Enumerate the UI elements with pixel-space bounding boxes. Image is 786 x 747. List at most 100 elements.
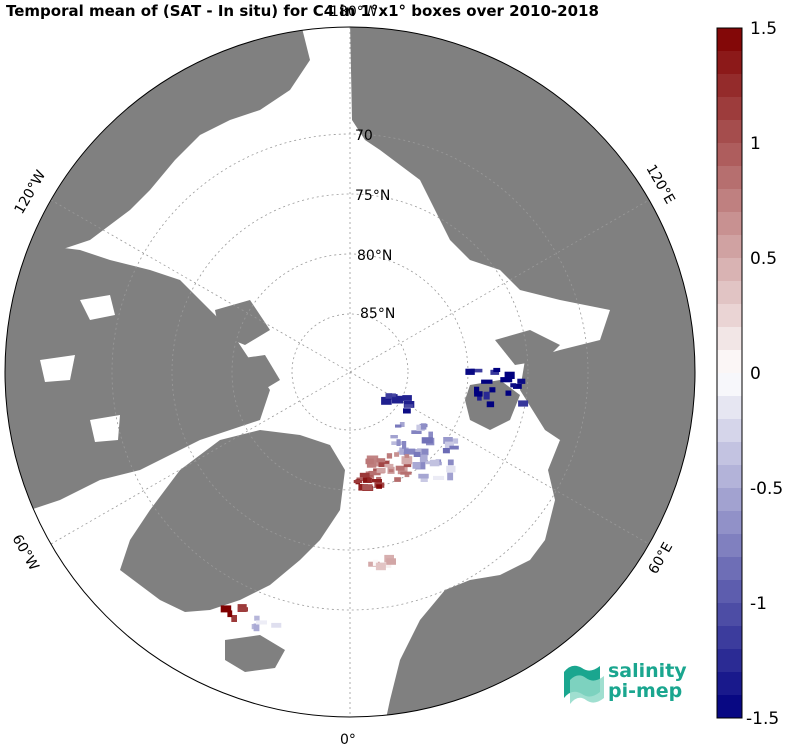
lat-label-80: 80°N bbox=[357, 248, 392, 264]
data-box bbox=[404, 448, 416, 455]
data-box bbox=[375, 562, 386, 571]
data-box bbox=[447, 472, 454, 481]
lake-3 bbox=[90, 415, 120, 442]
data-box bbox=[386, 453, 393, 459]
data-box bbox=[449, 445, 459, 450]
data-box bbox=[474, 391, 483, 397]
data-box bbox=[429, 459, 440, 467]
colorbar-segment bbox=[717, 281, 742, 305]
data-box bbox=[385, 393, 393, 399]
data-box bbox=[362, 484, 373, 491]
data-box bbox=[446, 465, 456, 473]
data-box bbox=[368, 470, 381, 476]
data-box bbox=[470, 368, 483, 373]
data-box bbox=[417, 448, 429, 456]
data-box bbox=[493, 367, 501, 372]
colorbar-tick: 1.5 bbox=[750, 19, 777, 39]
data-box bbox=[376, 458, 386, 463]
colorbar-segment bbox=[717, 143, 742, 167]
data-box bbox=[490, 369, 500, 375]
colorbar-segment bbox=[717, 51, 742, 75]
data-box bbox=[271, 622, 282, 628]
colorbar-segment bbox=[717, 258, 742, 282]
data-box bbox=[391, 395, 404, 404]
data-box bbox=[253, 623, 260, 632]
lon-label-180: 180°W bbox=[330, 4, 378, 20]
colorbar-segment bbox=[717, 672, 742, 696]
data-box bbox=[394, 477, 401, 482]
land-greenland bbox=[120, 430, 345, 612]
data-box bbox=[465, 368, 475, 375]
colorbar-segment bbox=[717, 396, 742, 420]
data-box bbox=[500, 377, 513, 383]
data-box bbox=[517, 378, 526, 384]
data-box bbox=[477, 395, 482, 401]
data-box bbox=[513, 383, 522, 389]
data-box bbox=[518, 400, 529, 407]
data-box bbox=[394, 452, 400, 457]
data-box bbox=[395, 424, 402, 428]
data-box bbox=[388, 469, 394, 473]
data-box bbox=[399, 422, 405, 427]
colorbar-segment bbox=[717, 28, 742, 52]
data-box bbox=[489, 387, 496, 393]
data-box bbox=[474, 386, 480, 394]
data-box bbox=[442, 448, 450, 454]
data-box bbox=[390, 393, 396, 397]
data-box bbox=[449, 438, 459, 444]
colorbar-segment bbox=[717, 166, 742, 190]
data-box bbox=[378, 461, 389, 468]
colorbar-segment bbox=[717, 304, 742, 328]
data-box bbox=[390, 435, 398, 439]
data-box bbox=[403, 408, 411, 414]
colorbar-frame bbox=[716, 27, 743, 719]
colorbar-ticks: 1.5 1 0.5 0 -0.5 -1 -1.5 bbox=[746, 19, 783, 729]
data-box bbox=[504, 371, 515, 379]
data-box bbox=[384, 463, 394, 468]
colorbar-segment bbox=[717, 373, 742, 397]
data-box bbox=[359, 472, 370, 478]
data-box bbox=[402, 466, 408, 473]
data-box bbox=[433, 475, 445, 480]
land-franz-josef bbox=[495, 330, 560, 365]
pimep-logo: salinity pi-mep bbox=[560, 658, 690, 708]
data-boxes bbox=[220, 367, 529, 632]
data-box bbox=[376, 468, 386, 473]
land-island-3 bbox=[230, 355, 280, 395]
colorbar-segment bbox=[717, 534, 742, 558]
data-box bbox=[443, 437, 453, 444]
data-box bbox=[231, 615, 237, 622]
data-box bbox=[362, 477, 371, 483]
colorbar-segment bbox=[717, 695, 742, 719]
data-box bbox=[395, 465, 405, 471]
colorbar-tick: -1 bbox=[750, 594, 767, 614]
colorbar-segment bbox=[717, 511, 742, 535]
land-island-1 bbox=[150, 320, 210, 370]
data-box bbox=[254, 615, 260, 621]
lon-label-60e: 60°E bbox=[646, 540, 677, 577]
data-box bbox=[371, 479, 382, 483]
data-box bbox=[256, 620, 267, 625]
data-box bbox=[403, 463, 412, 468]
data-box bbox=[420, 423, 427, 430]
data-box bbox=[353, 480, 363, 484]
data-box bbox=[396, 439, 401, 446]
colorbar-segment bbox=[717, 235, 742, 259]
colorbar-tick: -0.5 bbox=[750, 479, 783, 499]
data-box bbox=[411, 430, 422, 434]
data-box bbox=[400, 471, 412, 475]
lon-label-120w: 120°W bbox=[12, 168, 50, 217]
data-box bbox=[481, 379, 493, 384]
colorbar-segment bbox=[717, 97, 742, 121]
colorbar bbox=[717, 28, 742, 719]
data-box bbox=[376, 484, 382, 489]
lake-1 bbox=[80, 295, 115, 320]
data-box bbox=[237, 607, 248, 612]
colorbar-segment bbox=[717, 465, 742, 489]
data-box bbox=[444, 441, 454, 449]
logo-text-salinity: salinity bbox=[608, 660, 687, 682]
data-box bbox=[425, 461, 432, 465]
data-box bbox=[404, 454, 410, 458]
data-box bbox=[372, 559, 378, 566]
